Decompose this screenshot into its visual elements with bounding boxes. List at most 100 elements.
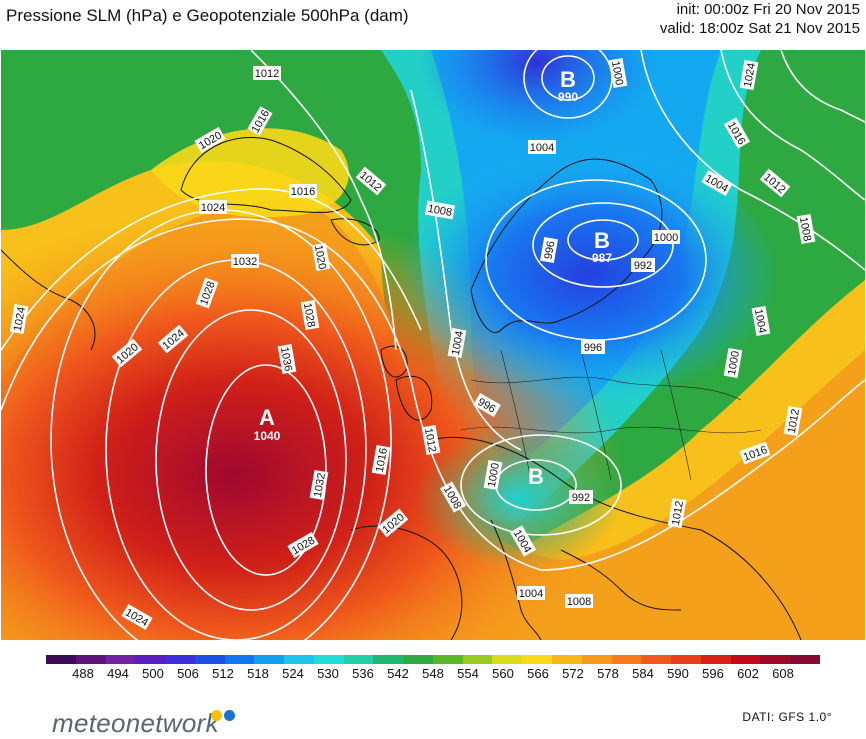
color-scale-swatch — [194, 655, 225, 664]
color-scale-label: 602 — [737, 666, 759, 681]
color-scale-swatch — [552, 655, 582, 664]
color-scale-label: 530 — [317, 666, 339, 681]
color-scale-swatch — [373, 655, 404, 664]
svg-text:1008: 1008 — [797, 216, 813, 242]
color-scale-label: 608 — [772, 666, 794, 681]
isobar-label: 996 — [581, 340, 605, 354]
color-scale-swatch — [105, 655, 136, 664]
color-scale-swatch — [343, 655, 374, 664]
color-scale-swatch — [135, 655, 166, 664]
svg-text:A: A — [259, 405, 275, 430]
high-center: A 1040 — [254, 405, 281, 443]
svg-text:1000: 1000 — [609, 60, 625, 86]
map-title: Pressione SLM (hPa) e Geopotenziale 500h… — [6, 6, 409, 25]
svg-text:1004: 1004 — [519, 588, 543, 600]
color-scale-swatch — [492, 655, 523, 664]
svg-text:1012: 1012 — [786, 408, 802, 434]
color-scale-label: 506 — [177, 666, 199, 681]
svg-text:996: 996 — [584, 342, 602, 354]
svg-text:1024: 1024 — [12, 306, 28, 332]
init-time: init: 00:00z Fri 20 Nov 2015 — [676, 1, 860, 18]
svg-text:1024: 1024 — [742, 62, 758, 88]
color-scale-swatch — [75, 655, 106, 664]
color-scale-swatch — [46, 655, 76, 664]
svg-text:1008: 1008 — [567, 596, 591, 608]
color-scale-label: 536 — [352, 666, 374, 681]
color-scale-label: 524 — [282, 666, 304, 681]
isobar-label: 1032 — [231, 254, 259, 268]
color-scale-label: 494 — [107, 666, 129, 681]
svg-text:992: 992 — [572, 492, 590, 504]
isobar-label: 1008 — [796, 213, 816, 245]
color-scale-swatch — [790, 655, 820, 664]
svg-text:1000: 1000 — [654, 232, 678, 244]
isobar-label: 1020 — [311, 242, 331, 272]
color-scale-swatch — [313, 655, 344, 664]
isobar-label: 1004 — [447, 327, 467, 359]
isobar-label: 1012 — [421, 424, 441, 456]
logo-yellow-dot — [211, 710, 222, 721]
svg-text:1040: 1040 — [254, 429, 281, 443]
svg-text:992: 992 — [634, 260, 652, 272]
isobar-label: 992 — [631, 258, 655, 272]
svg-text:1004: 1004 — [450, 330, 466, 356]
svg-text:1012: 1012 — [670, 500, 686, 526]
isobar-label: 1016 — [371, 444, 391, 476]
color-scale-label: 566 — [527, 666, 549, 681]
data-source: DATI: GFS 1.0° — [742, 710, 832, 724]
color-scale-label: 572 — [562, 666, 584, 681]
color-scale-swatch — [522, 655, 553, 664]
svg-text:990: 990 — [558, 90, 578, 104]
isobar-label: 1032 — [309, 469, 329, 501]
color-scale-swatch — [462, 655, 493, 664]
meteonetwork-logo: meteonetwork — [52, 708, 219, 738]
isobar-label: 1000 — [723, 347, 743, 379]
logo-blue-dot — [224, 710, 235, 721]
isobar-labels: 1012 1016 1020 1020 1024 1016 1012 1008 … — [9, 57, 816, 631]
borders — [460, 349, 762, 481]
svg-text:1016: 1016 — [291, 186, 315, 198]
color-scale-swatch — [611, 655, 642, 664]
isobar-label: 1012 — [783, 405, 803, 437]
isobar-label: 1024 — [739, 59, 759, 91]
color-scale-label: 596 — [702, 666, 724, 681]
run-info: init: 00:00z Fri 20 Nov 2015 valid: 18:0… — [660, 0, 860, 38]
isobar-label: 1008 — [424, 200, 456, 220]
svg-text:B: B — [560, 67, 576, 92]
weather-map: 1012 1016 1020 1020 1024 1016 1012 1008 … — [1, 50, 865, 640]
color-scale-label: 560 — [492, 666, 514, 681]
color-scale-swatch — [641, 655, 672, 664]
svg-text:1016: 1016 — [374, 447, 390, 473]
svg-text:1028: 1028 — [301, 302, 317, 328]
color-scale-label: 488 — [72, 666, 94, 681]
isobar-label: 1012 — [667, 497, 687, 529]
color-scale-label: 548 — [422, 666, 444, 681]
svg-text:1000: 1000 — [726, 350, 742, 376]
isobar-label: 1024 — [199, 200, 227, 214]
color-scale-label: 554 — [457, 666, 479, 681]
svg-text:1012: 1012 — [422, 427, 438, 453]
svg-text:B: B — [594, 228, 610, 253]
color-scale-label: 500 — [142, 666, 164, 681]
isobar-label: 1004 — [751, 305, 771, 337]
pressure-centers: A 1040 B 990 B 987 B — [254, 67, 613, 489]
svg-text:1036: 1036 — [278, 346, 294, 372]
isobar-label: 992 — [569, 490, 593, 504]
svg-text:996: 996 — [542, 240, 557, 260]
isobar-label: 1036 — [277, 343, 297, 375]
color-scale-swatch — [284, 655, 314, 664]
color-scale-swatch — [432, 655, 463, 664]
isobar-label: 1024 — [9, 303, 29, 335]
svg-text:1012: 1012 — [255, 68, 279, 80]
color-scale-label: 518 — [247, 666, 269, 681]
isobar-label: 996 — [540, 236, 558, 264]
svg-text:1004: 1004 — [530, 142, 554, 154]
color-scale-label: 578 — [597, 666, 619, 681]
isobar-label: 1000 — [652, 230, 680, 244]
color-scale-swatch — [760, 655, 791, 664]
color-scale-swatch — [254, 655, 285, 664]
svg-text:1008: 1008 — [427, 203, 453, 219]
isobar-label: 1004 — [517, 586, 545, 600]
isobar-label: 1000 — [483, 459, 503, 491]
svg-text:1024: 1024 — [201, 202, 225, 214]
